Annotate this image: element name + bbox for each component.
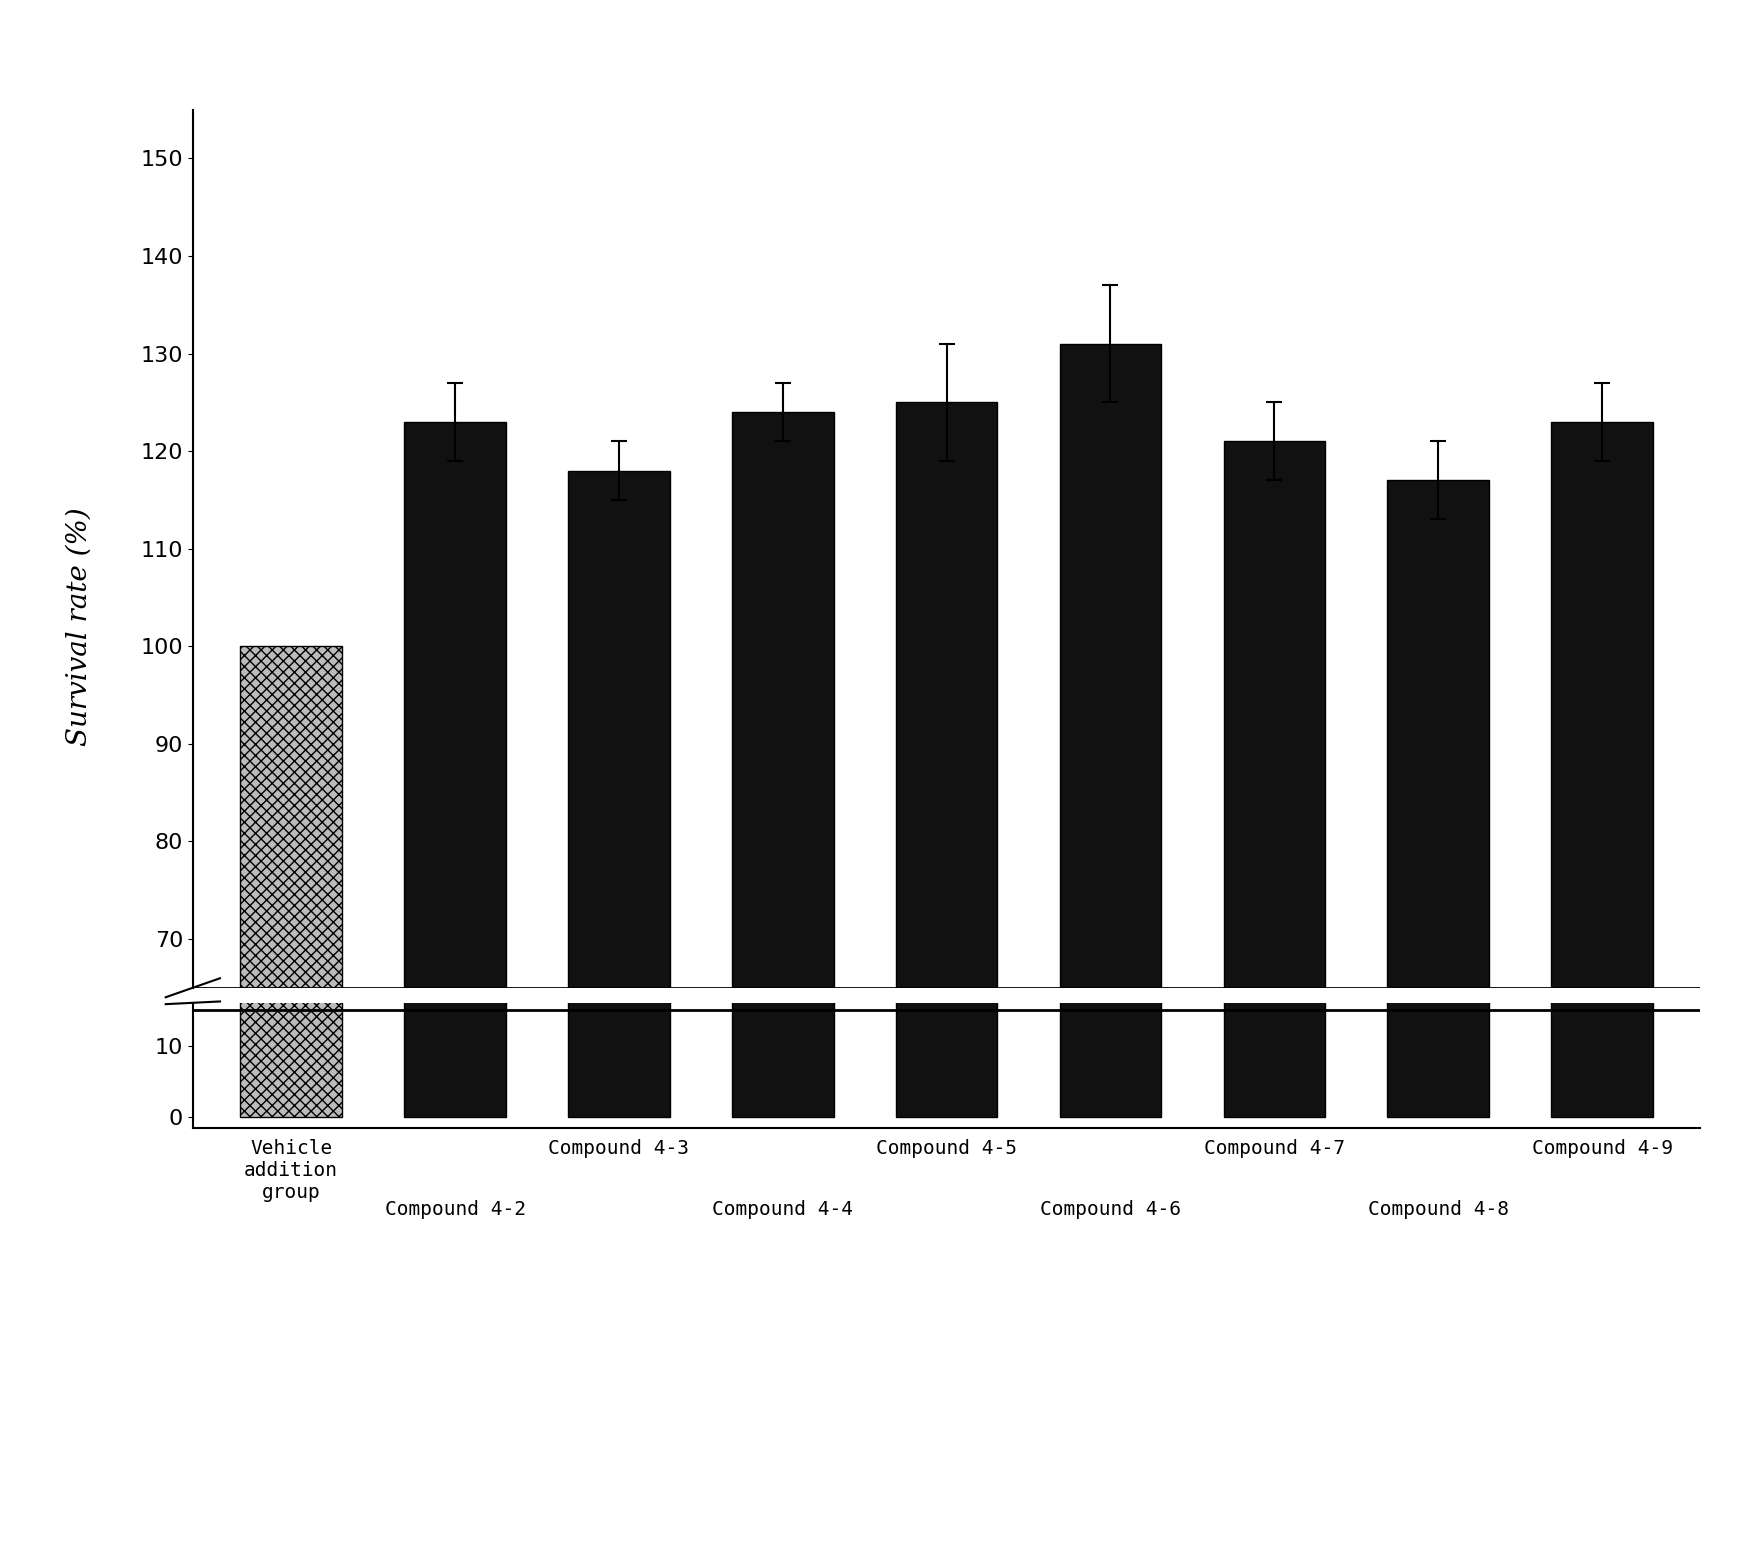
- Bar: [733, 412, 834, 1567]
- Bar: [240, 646, 342, 1567]
- Bar: [568, 470, 670, 1567]
- Bar: [405, 237, 507, 1117]
- Bar: [1551, 422, 1653, 1567]
- Text: Compound 4-3: Compound 4-3: [549, 1139, 689, 1158]
- Text: Compound 4-6: Compound 4-6: [1040, 1200, 1182, 1219]
- Bar: [568, 271, 670, 1117]
- Bar: [240, 401, 342, 1117]
- Text: Compound 4-9: Compound 4-9: [1532, 1139, 1672, 1158]
- Bar: [1059, 179, 1160, 1117]
- Text: Compound 4-7: Compound 4-7: [1204, 1139, 1345, 1158]
- Bar: [1224, 251, 1325, 1117]
- Bar: [896, 221, 997, 1117]
- Text: Compound 4-5: Compound 4-5: [876, 1139, 1017, 1158]
- Bar: [733, 229, 834, 1117]
- Text: Compound 4-4: Compound 4-4: [712, 1200, 854, 1219]
- Bar: [1387, 481, 1488, 1567]
- Bar: [1224, 442, 1325, 1567]
- Bar: [1551, 237, 1653, 1117]
- Text: Survival rate (%): Survival rate (%): [65, 508, 93, 746]
- Text: Vehicle
addition
group: Vehicle addition group: [244, 1139, 338, 1202]
- Bar: [1387, 279, 1488, 1117]
- Bar: [896, 403, 997, 1567]
- Bar: [1059, 343, 1160, 1567]
- Text: Compound 4-8: Compound 4-8: [1367, 1200, 1509, 1219]
- Bar: [405, 422, 507, 1567]
- Text: Compound 4-2: Compound 4-2: [384, 1200, 526, 1219]
